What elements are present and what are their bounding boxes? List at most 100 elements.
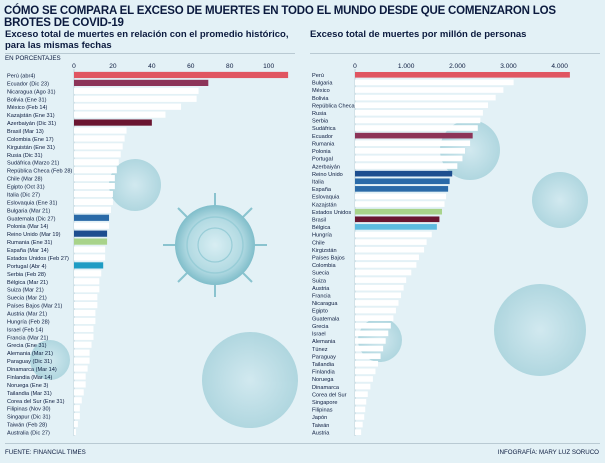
left-category-label: Eslovaquia (Ene 31) xyxy=(7,200,58,206)
left-bar xyxy=(74,111,166,118)
right-bar xyxy=(355,110,483,116)
right-category-label: Rumania xyxy=(312,141,335,147)
right-category-label: Paraguay xyxy=(312,354,336,360)
right-category-label: Azerbaiyán xyxy=(312,164,340,170)
left-bar xyxy=(74,333,94,340)
right-bar xyxy=(355,376,373,382)
footer-divider xyxy=(5,443,600,444)
right-category-label: Países Bajos xyxy=(312,256,345,262)
right-bar xyxy=(355,246,425,253)
right-bar xyxy=(355,102,489,109)
right-bar xyxy=(355,132,473,139)
right-category-label: Corea del Sur xyxy=(312,392,347,398)
right-bar xyxy=(355,429,362,436)
left-bar xyxy=(74,301,98,309)
right-category-label: Chile xyxy=(312,240,325,246)
right-category-label: Rusia xyxy=(312,111,327,117)
left-bar xyxy=(74,325,94,332)
right-bar xyxy=(355,254,419,261)
left-category-label: Australia (Dic 27) xyxy=(7,431,50,437)
right-bar xyxy=(355,201,445,207)
right-bar xyxy=(355,414,365,420)
left-bar xyxy=(74,143,123,150)
right-bar xyxy=(355,170,453,177)
right-bar xyxy=(355,383,371,390)
right-category-label: Noruega xyxy=(312,377,334,383)
right-bar xyxy=(355,239,427,245)
right-tick-label: 3.000 xyxy=(500,63,517,70)
left-bar xyxy=(74,413,80,420)
left-category-label: Brasil (Mar 13) xyxy=(7,129,44,135)
right-bar xyxy=(355,125,478,131)
left-tick-label: 40 xyxy=(148,63,156,70)
right-category-label: Nicaragua xyxy=(312,301,338,307)
right-category-label: Guatemala xyxy=(312,316,340,322)
left-bar xyxy=(74,159,119,166)
right-category-label: Finlandia xyxy=(312,370,336,376)
left-bar xyxy=(74,365,88,372)
left-category-label: Colombia (Ene 17) xyxy=(7,137,54,143)
right-bar xyxy=(355,421,363,428)
right-category-label: Israel xyxy=(312,332,326,338)
right-bar xyxy=(355,398,367,405)
right-category-label: Portugal xyxy=(312,157,333,163)
right-bar xyxy=(355,94,496,101)
right-category-label: Sudáfrica xyxy=(312,126,337,132)
left-category-label: Bulgaria (Mar 21) xyxy=(7,208,50,214)
left-category-label: Bélgica (Mar 21) xyxy=(7,280,48,286)
right-bar xyxy=(355,300,399,306)
left-category-label: Francia (Mar 21) xyxy=(7,335,48,341)
right-category-label: Grecia xyxy=(312,324,329,330)
left-chart-title: Exceso total de muertes en relación con … xyxy=(5,29,289,51)
right-bar xyxy=(355,277,407,283)
left-bar xyxy=(74,373,86,380)
left-bar xyxy=(74,397,82,404)
left-bar xyxy=(74,230,108,237)
right-category-label: Alemania xyxy=(312,339,336,345)
left-category-label: Rusia (Dic 31) xyxy=(7,153,43,159)
right-category-label: Hungría xyxy=(312,233,333,239)
unit-label: EN PORCENTAJES xyxy=(5,55,61,62)
right-bar xyxy=(355,391,368,397)
right-tick-label: 4.000 xyxy=(551,63,568,70)
right-bar xyxy=(355,186,449,192)
left-bar xyxy=(74,214,110,221)
left-bar xyxy=(74,294,98,301)
right-bar xyxy=(355,224,437,230)
left-bar xyxy=(74,286,100,293)
left-category-label: Nicaragua (Ago 31) xyxy=(7,89,56,95)
left-bar xyxy=(74,119,152,126)
left-bar xyxy=(74,95,197,102)
left-category-label: Austria (Mar 21) xyxy=(7,312,47,318)
right-category-label: Túnez xyxy=(312,347,328,353)
left-category-label: Dinamarca (Mar 14) xyxy=(7,367,57,373)
right-category-label: Kirgizstán xyxy=(312,248,337,254)
right-bar xyxy=(355,360,379,367)
left-title-divider xyxy=(5,53,295,54)
left-bar xyxy=(74,127,127,134)
left-bar xyxy=(74,341,92,348)
right-bar xyxy=(355,71,570,78)
left-bar xyxy=(74,87,199,94)
left-category-label: Estados Unidos (Feb 27) xyxy=(7,256,69,262)
left-bar xyxy=(74,182,115,190)
right-bar xyxy=(355,216,440,223)
right-category-label: Suecia xyxy=(312,271,330,277)
left-category-label: Suecia (Mar 21) xyxy=(7,296,47,302)
footer-source: FUENTE: FINANCIAL TIMES xyxy=(5,449,86,456)
right-category-label: Estados Unidos xyxy=(312,210,351,216)
right-bar xyxy=(355,155,463,162)
right-category-label: Bulgaria xyxy=(312,81,333,87)
right-bar xyxy=(355,338,386,344)
right-category-label: República Checa xyxy=(312,103,355,109)
left-category-label: Italia (Dic 27) xyxy=(7,192,40,198)
left-category-label: Países Bajos (Mar 21) xyxy=(7,304,62,310)
left-bar xyxy=(74,79,209,86)
left-category-label: Egipto (Oct 31) xyxy=(7,185,45,191)
left-category-label: Suiza (Mar 21) xyxy=(7,288,44,294)
left-category-label: Tailandia (Mar 31) xyxy=(7,391,52,397)
right-category-label: Japón xyxy=(312,415,327,421)
